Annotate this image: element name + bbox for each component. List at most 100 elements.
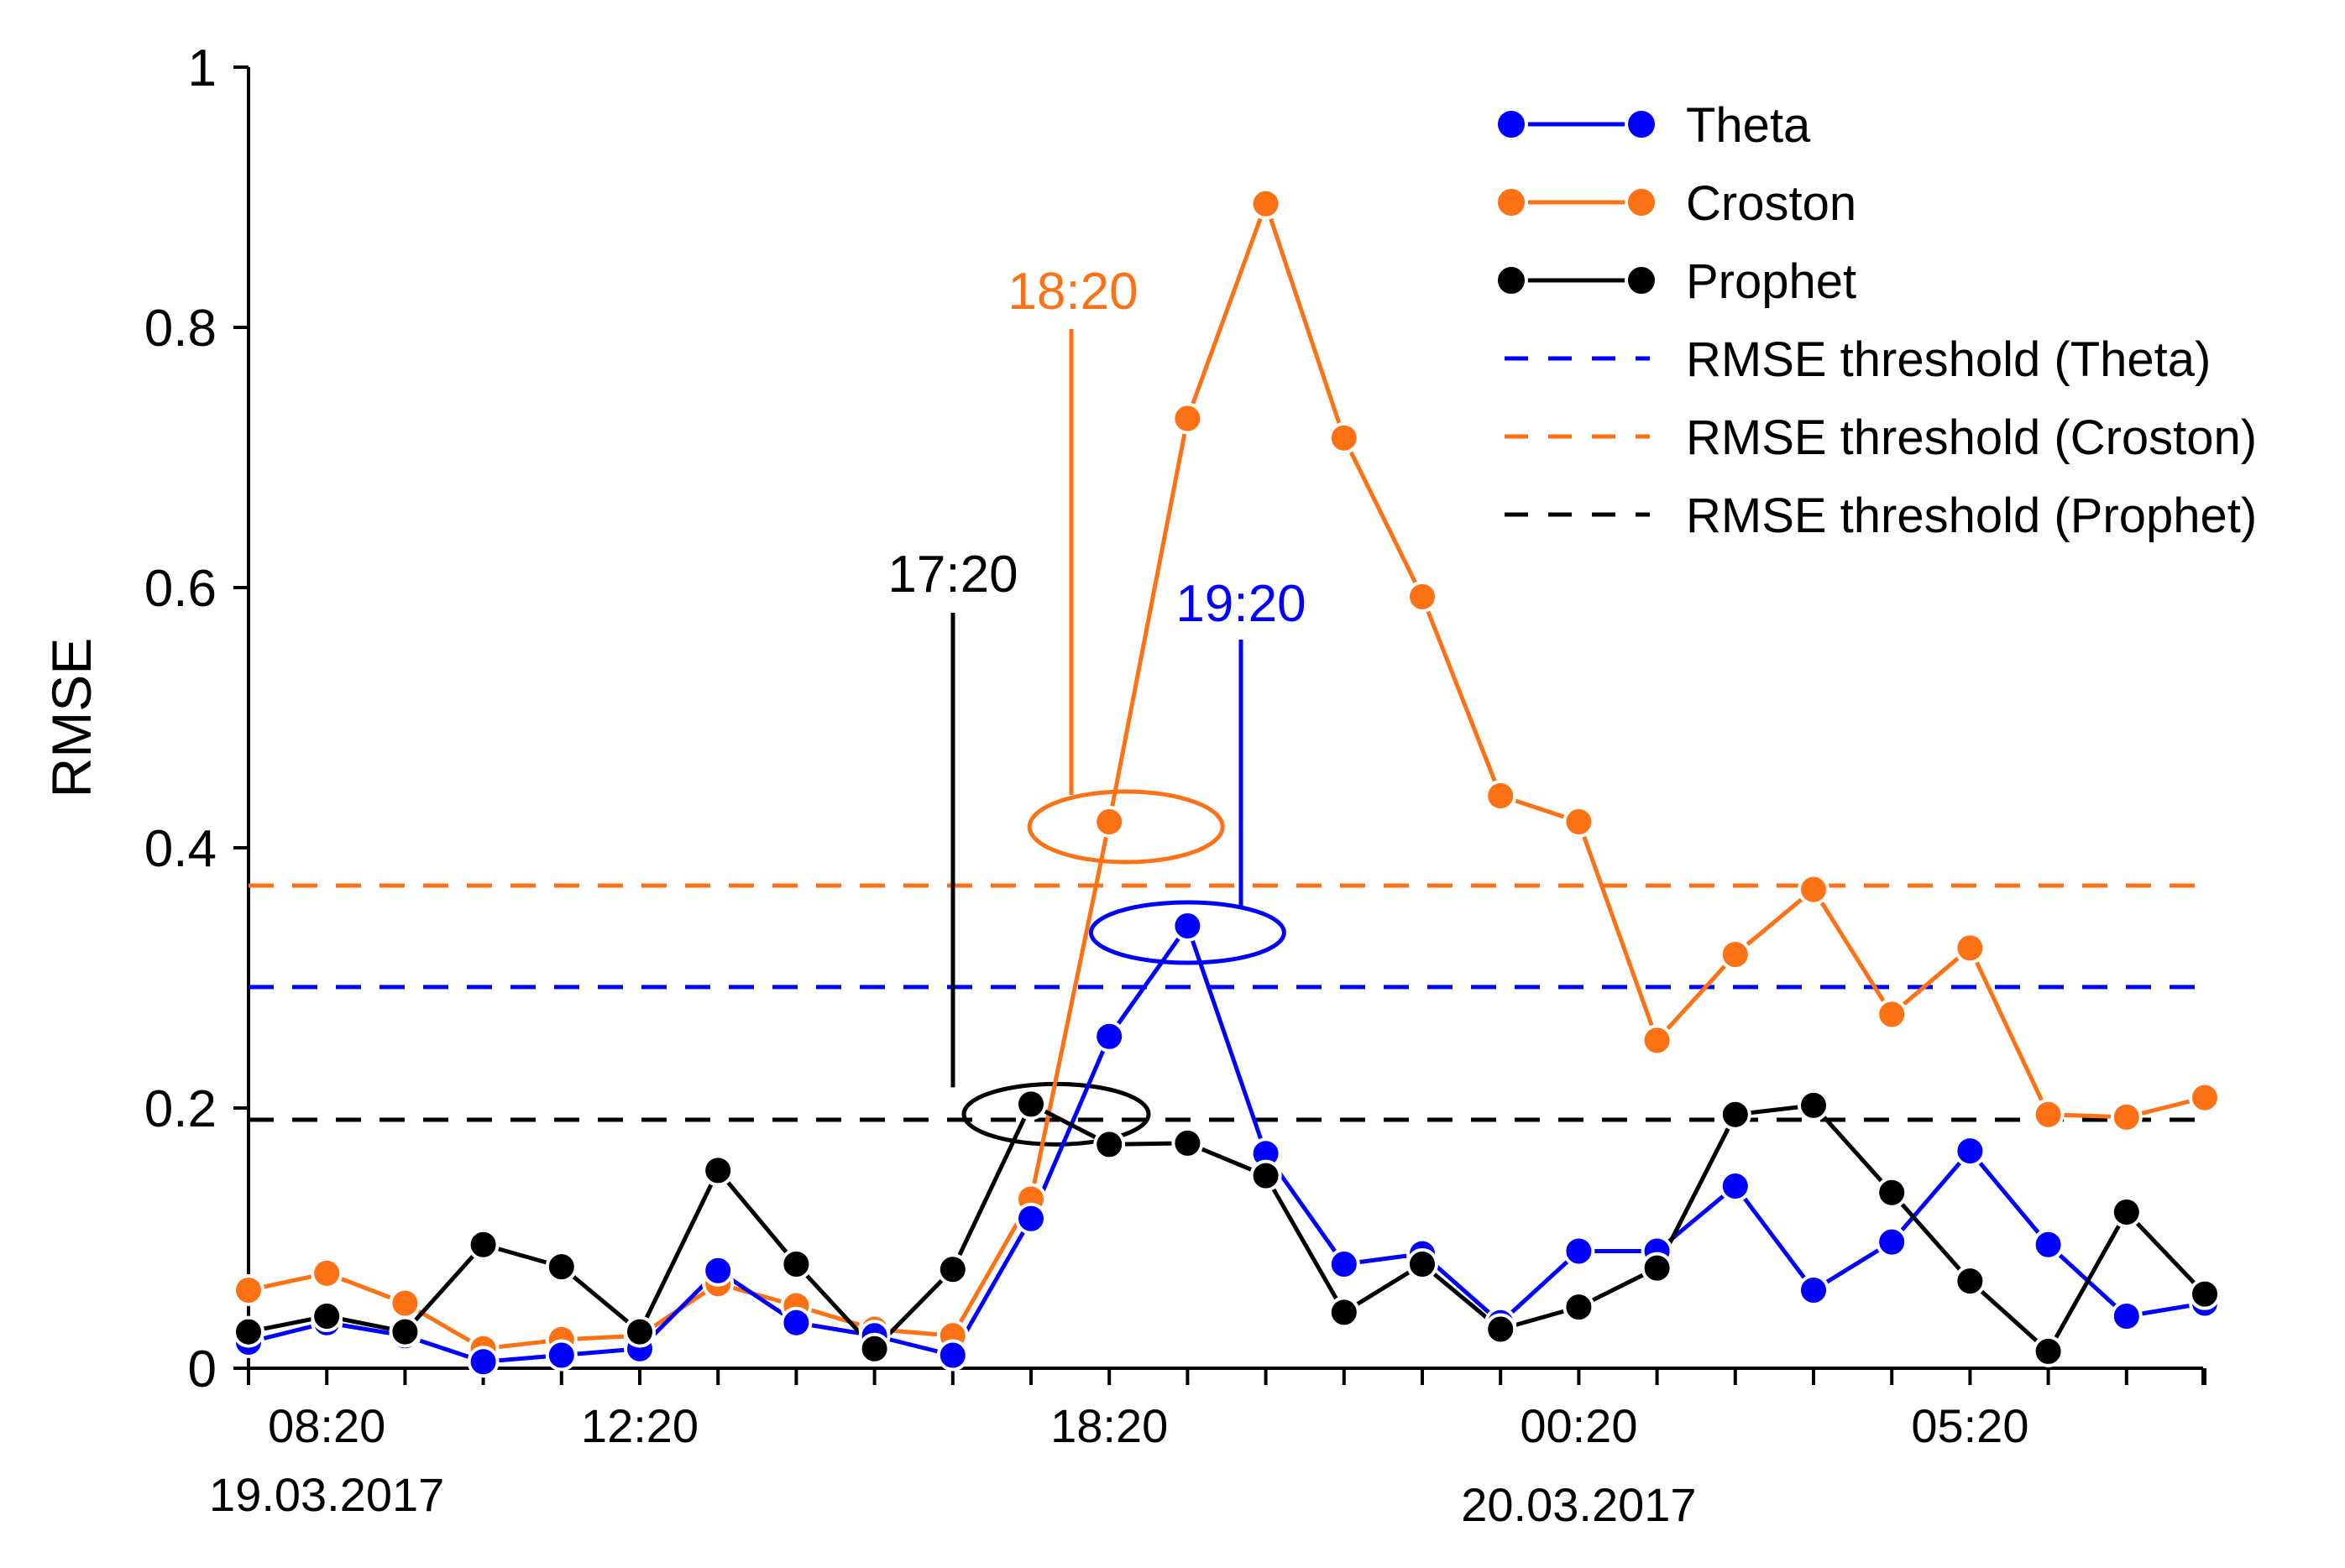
legend-marker (1494, 264, 1528, 297)
legend-label: Croston (1686, 176, 1856, 231)
data-point-theta (545, 1339, 578, 1372)
data-point-croston (1484, 780, 1517, 812)
y-tick-label: 0.6 (144, 560, 217, 618)
x-tick-label: 05:20 (1911, 1399, 2028, 1452)
data-point-theta (1876, 1226, 1908, 1258)
data-point-croston (1249, 187, 1282, 220)
data-point-croston (2110, 1100, 2143, 1133)
data-point-theta (702, 1254, 735, 1287)
legend-marker (1494, 186, 1528, 219)
legend-marker (1625, 264, 1658, 297)
data-point-theta (1093, 1020, 1126, 1053)
legend-marker (1494, 107, 1528, 141)
data-point-prophet (780, 1248, 813, 1280)
data-point-croston (1171, 402, 1204, 435)
annotation-label: 17:20 (887, 546, 1018, 604)
data-point-theta (467, 1346, 500, 1378)
annotation-ellipse (1088, 900, 1286, 965)
date-label: 19.03.2017 (209, 1468, 444, 1521)
series-line-theta (248, 923, 2206, 1364)
data-point-theta (1562, 1235, 1595, 1267)
data-point-croston (1093, 806, 1126, 838)
data-point-prophet (1093, 1128, 1126, 1161)
data-point-croston (2189, 1081, 2221, 1114)
data-point-theta (1327, 1248, 1360, 1280)
data-point-croston (1798, 873, 1829, 906)
x-tick-label: 08:20 (268, 1399, 385, 1452)
data-point-prophet (1562, 1291, 1595, 1324)
data-point-prophet (2032, 1335, 2065, 1367)
threshold-lines (249, 883, 2203, 1122)
data-point-prophet (545, 1251, 578, 1283)
data-point-theta (1719, 1170, 1751, 1202)
data-point-theta (1015, 1202, 1047, 1235)
data-point-theta (1798, 1274, 1829, 1306)
data-point-prophet (467, 1228, 500, 1261)
x-tick-label: 12:20 (581, 1399, 699, 1452)
data-point-prophet (624, 1315, 656, 1348)
data-point-prophet (1249, 1159, 1282, 1192)
y-axis-label: RMSE (40, 638, 102, 798)
series-layer (233, 187, 2221, 1378)
series-line-prophet (248, 1101, 2206, 1354)
data-point-theta (1171, 910, 1204, 942)
data-point-croston (311, 1257, 343, 1289)
legend-marker (1625, 107, 1658, 141)
data-point-prophet (1484, 1313, 1517, 1346)
data-point-prophet (1015, 1088, 1047, 1121)
data-point-prophet (858, 1332, 891, 1365)
data-point-croston (1876, 998, 1908, 1031)
x-tick-label: 00:20 (1520, 1399, 1637, 1452)
data-point-theta (2032, 1228, 2065, 1261)
data-point-theta (936, 1339, 969, 1372)
x-ticks: 08:20 12:20 18:20 00:20 05:20 19.03.2017 20.03… (209, 1368, 2206, 1531)
data-point-croston (2032, 1098, 2065, 1131)
data-point-croston (389, 1287, 421, 1320)
data-point-prophet (1641, 1252, 1673, 1284)
data-point-prophet (702, 1154, 735, 1187)
data-point-theta (2110, 1300, 2143, 1332)
legend-label: RMSE threshold (Prophet) (1686, 489, 2257, 543)
data-point-prophet (2110, 1196, 2143, 1228)
y-tick-label: 0.8 (144, 300, 217, 358)
data-point-croston (1954, 932, 1986, 964)
data-point-prophet (936, 1253, 969, 1286)
data-point-prophet (1327, 1296, 1360, 1329)
legend-marker (1625, 186, 1658, 219)
data-point-prophet (233, 1315, 264, 1348)
data-point-prophet (1954, 1265, 1986, 1298)
y-tick-label: 0.4 (144, 820, 217, 878)
annotation-ellipse (1027, 789, 1225, 865)
data-point-prophet (389, 1315, 421, 1348)
y-tick-label: 1 (188, 39, 217, 97)
legend: Theta Croston Prophet RMSE threshold (Theta… (1494, 98, 2257, 543)
data-point-theta (780, 1306, 813, 1339)
data-point-prophet (2189, 1278, 2221, 1310)
data-point-prophet (311, 1300, 343, 1332)
legend-label: RMSE threshold (Croston) (1686, 410, 2257, 465)
data-point-prophet (1798, 1089, 1829, 1121)
date-label: 20.03.2017 (1461, 1478, 1696, 1531)
data-point-croston (1327, 421, 1360, 454)
y-tick-label: 0.2 (144, 1080, 217, 1138)
legend-label: Prophet (1686, 254, 1856, 309)
annotation-label: 18:20 (1008, 263, 1138, 321)
data-point-prophet (1406, 1248, 1438, 1280)
data-point-prophet (1171, 1126, 1204, 1159)
data-point-croston (1719, 938, 1751, 971)
y-tick-label: 0 (188, 1341, 217, 1398)
axes: RMSE (40, 67, 2203, 1370)
data-point-croston (1562, 806, 1595, 838)
annotation-label: 19:20 (1175, 575, 1306, 633)
data-point-theta (1954, 1135, 1986, 1168)
data-point-croston (233, 1274, 264, 1306)
data-point-croston (1406, 580, 1438, 613)
x-tick-label: 18:20 (1050, 1399, 1168, 1452)
legend-label: RMSE threshold (Theta) (1686, 332, 2211, 387)
legend-label: Theta (1686, 98, 1811, 153)
annotations: 17:20 18:20 19:20 (887, 263, 1306, 1147)
data-point-prophet (1876, 1176, 1908, 1209)
y-ticks: 0 0.2 0.4 0.6 0.8 1 (144, 39, 249, 1398)
data-point-prophet (1719, 1098, 1751, 1131)
